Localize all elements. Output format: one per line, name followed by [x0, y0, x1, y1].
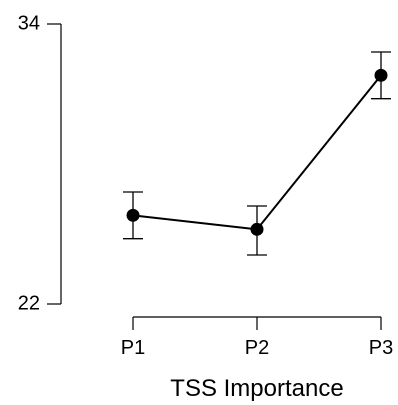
y-tick-label-bottom: 22 [18, 292, 40, 314]
y-tick-label-top: 34 [18, 12, 40, 34]
x-tick-label-p2: P2 [245, 337, 269, 359]
data-point-p3 [374, 68, 388, 82]
x-axis-title: TSS Importance [170, 375, 343, 402]
y-axis: 34 22 [18, 12, 62, 314]
data-point-p1 [126, 208, 140, 222]
x-tick-label-p1: P1 [121, 337, 145, 359]
x-tick-label-p3: P3 [369, 337, 393, 359]
data-layer [123, 51, 391, 256]
x-axis: P1 P2 P3 TSS Importance [121, 316, 393, 402]
data-point-p2 [250, 222, 264, 236]
